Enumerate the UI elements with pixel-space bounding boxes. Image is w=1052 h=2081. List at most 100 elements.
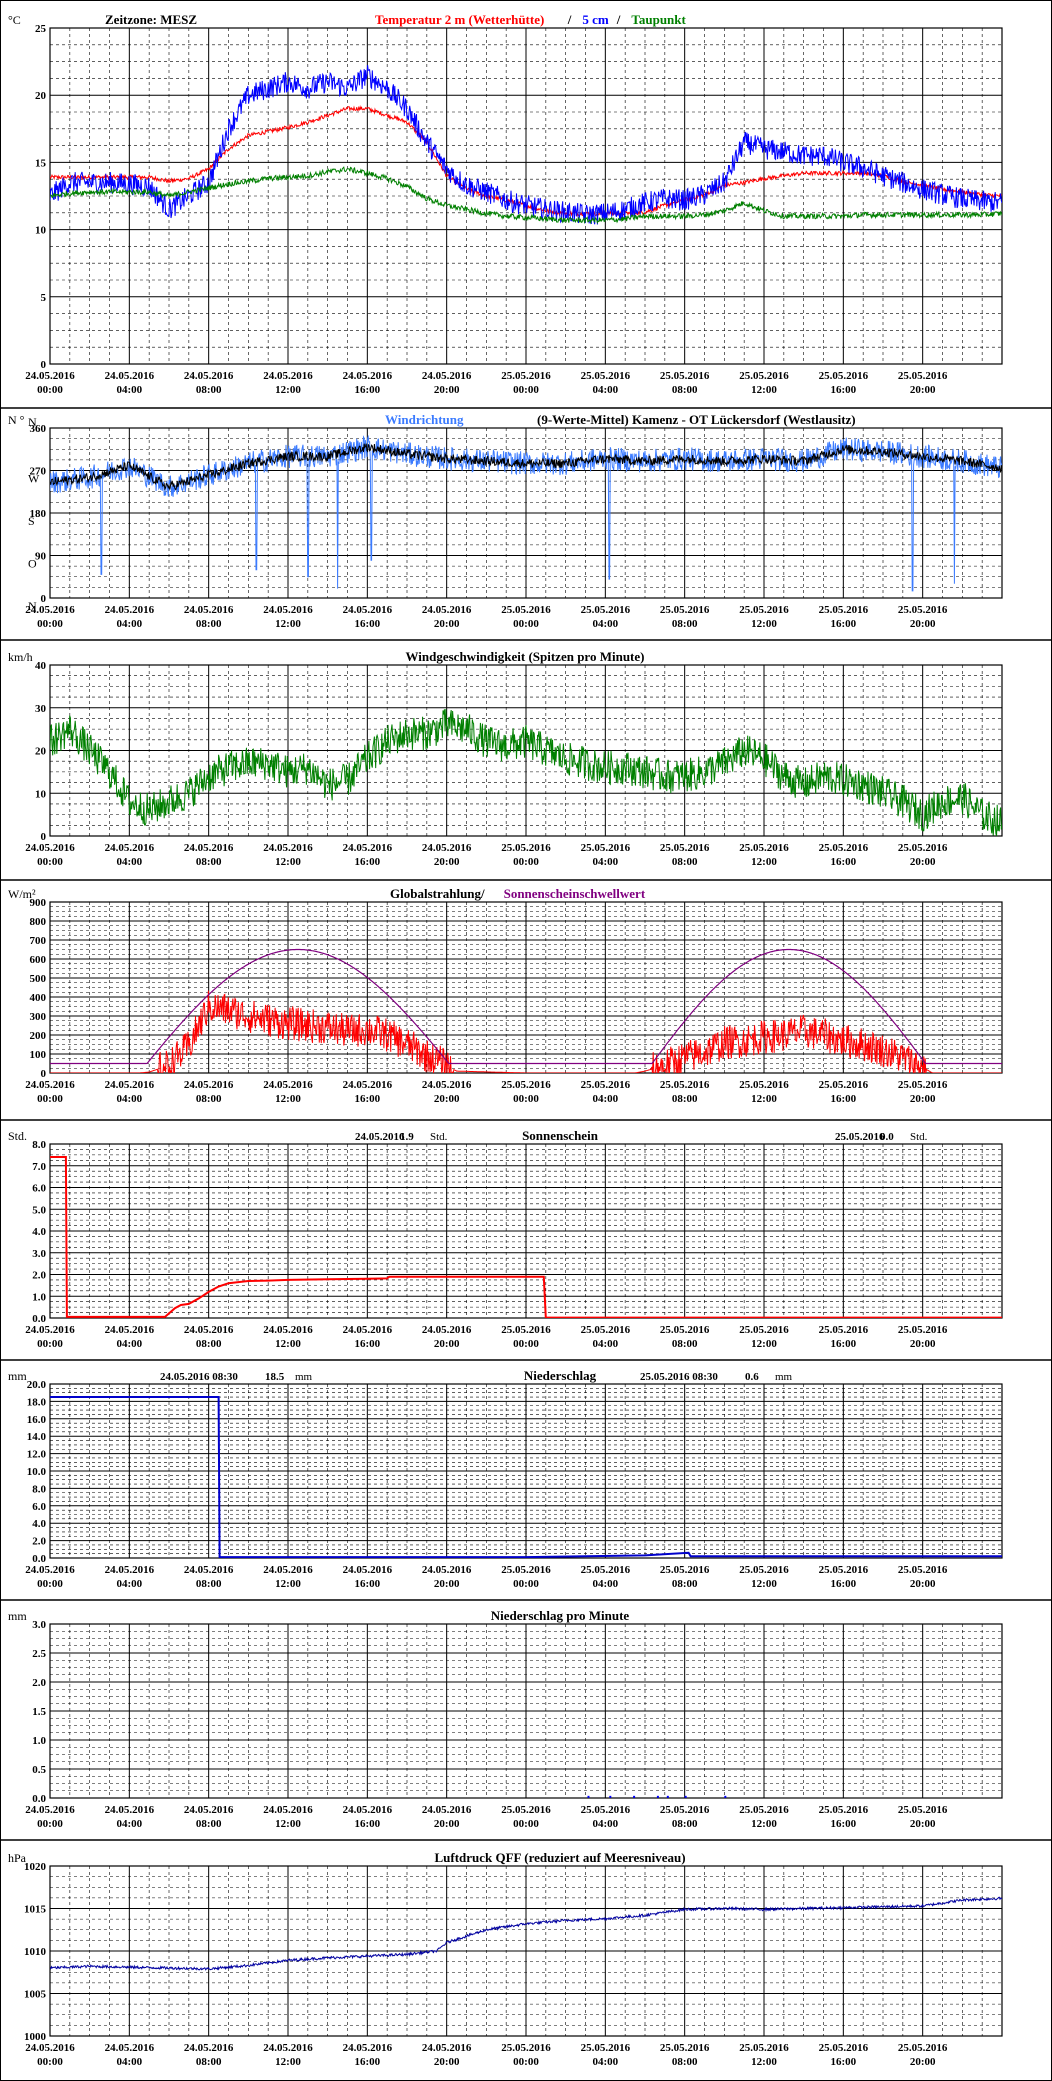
wind-speed-unit-label: km/h: [8, 650, 33, 664]
sunshine-x-tick-date: 24.05.2016: [422, 1324, 472, 1336]
sunshine-title: Sonnenschein: [522, 1128, 599, 1143]
precipitation-per-minute-x-tick-date: 25.05.2016: [581, 1804, 631, 1816]
sunshine-y-tick: 6.0: [32, 1183, 46, 1195]
wind-direction-x-tick-time: 08:00: [196, 618, 222, 630]
precipitation-summary-value: 18.5: [265, 1371, 285, 1383]
precipitation-per-minute-x-tick-date: 24.05.2016: [422, 1804, 472, 1816]
precipitation-x-tick-time: 12:00: [275, 1578, 301, 1590]
wind-speed-x-tick-time: 00:00: [37, 856, 63, 868]
sunshine-x-tick-date: 25.05.2016: [581, 1324, 631, 1336]
wind-direction-title-part: Kamenz - OT Lückersdorf (Westlausitz): [632, 412, 856, 427]
precipitation-per-minute-bar: [609, 1795, 612, 1798]
global-radiation-x-tick-time: 12:00: [751, 1093, 777, 1105]
temperature-x-tick-time: 12:00: [275, 384, 301, 396]
temperature-x-tick-date: 24.05.2016: [105, 370, 155, 382]
sunshine-summary-unit: Std.: [910, 1131, 928, 1143]
precipitation-per-minute-bar: [587, 1795, 590, 1798]
sunshine-x-tick-date: 24.05.2016: [343, 1324, 393, 1336]
precipitation-per-minute-plot-frame: [49, 1623, 1003, 1799]
temperature-x-tick-time: 08:00: [196, 384, 222, 396]
precipitation-per-minute-y-tick: 0.0: [32, 1793, 46, 1805]
precipitation-summary-unit: mm: [775, 1371, 793, 1383]
precipitation-x-tick-date: 24.05.2016: [105, 1564, 155, 1576]
global-radiation-title-part: Globalstrahlung/: [390, 886, 485, 901]
wind-speed-x-tick-time: 16:00: [354, 856, 380, 868]
temperature-y-tick: 0: [41, 359, 47, 371]
precipitation-per-minute-x-tick-date: 25.05.2016: [819, 1804, 869, 1816]
precipitation-per-minute-x-tick-time: 12:00: [275, 1818, 301, 1830]
wind-direction-x-tick-date: 25.05.2016: [739, 604, 789, 616]
wind-direction-x-tick-time: 20:00: [910, 618, 936, 630]
global-radiation-x-tick-date: 24.05.2016: [184, 1079, 234, 1091]
wind-speed-title: Windgeschwindigkeit (Spitzen pro Minute): [406, 649, 645, 664]
air-pressure-x-tick-date: 25.05.2016: [898, 2042, 948, 2054]
precipitation-x-tick-date: 24.05.2016: [422, 1564, 472, 1576]
air-pressure-x-tick-time: 04:00: [116, 2056, 142, 2068]
temperature-timezone-label: Zeitzone: MESZ: [105, 12, 197, 27]
air-pressure-x-tick-date: 25.05.2016: [660, 2042, 710, 2054]
precipitation-unit-label: mm: [8, 1369, 27, 1383]
precipitation-y-tick: 20.0: [27, 1379, 47, 1391]
precipitation-y-tick: 10.0: [27, 1466, 47, 1478]
temperature-x-tick-date: 25.05.2016: [501, 370, 551, 382]
precipitation-per-minute-y-tick: 2.5: [32, 1648, 46, 1660]
precipitation-x-tick-time: 08:00: [196, 1578, 222, 1590]
air-pressure-y-tick: 1015: [24, 1904, 47, 1916]
temperature-x-tick-time: 04:00: [116, 384, 142, 396]
wind-speed-x-tick-time: 08:00: [196, 856, 222, 868]
wind-speed-x-tick-time: 08:00: [672, 856, 698, 868]
precipitation-x-tick-time: 20:00: [434, 1578, 460, 1590]
sunshine-x-tick-time: 12:00: [275, 1338, 301, 1350]
wind-direction-title-part: Windrichtung: [385, 412, 464, 427]
precipitation-x-tick-date: 25.05.2016: [501, 1564, 551, 1576]
wind-direction-x-tick-time: 00:00: [513, 618, 539, 630]
precipitation-per-minute-x-tick-time: 08:00: [672, 1818, 698, 1830]
precipitation-per-minute-x-tick-time: 20:00: [434, 1818, 460, 1830]
global-radiation-title-part: Sonnenscheinschwellwert: [504, 886, 646, 901]
precipitation-per-minute-panel: 0.0 0.5 1.0 1.5 2.0 2.5 3.0 mm 24.05.2016 00:00 24…: [0, 1608, 1052, 1841]
global-radiation-y-tick: 100: [30, 1049, 47, 1061]
wind-direction-x-tick-time: 04:00: [116, 618, 142, 630]
global-radiation-x-tick-time: 20:00: [434, 1093, 460, 1105]
precipitation-per-minute-y-tick: 1.0: [32, 1735, 46, 1747]
global-radiation-x-tick-time: 16:00: [830, 1093, 856, 1105]
wind-direction-series-line: [50, 443, 1002, 491]
precipitation-per-minute-x-tick-time: 20:00: [910, 1818, 936, 1830]
wind-direction-y-tick: 180: [30, 508, 47, 520]
global-radiation-y-tick: 0: [41, 1068, 47, 1080]
precipitation-x-tick-date: 24.05.2016: [263, 1564, 313, 1576]
global-radiation-x-tick-date: 25.05.2016: [660, 1079, 710, 1091]
temperature-y-tick: 20: [35, 90, 47, 102]
precipitation-x-tick-time: 20:00: [910, 1578, 936, 1590]
precipitation-y-tick: 8.0: [32, 1483, 46, 1495]
precipitation-per-minute-bar: [633, 1795, 636, 1798]
global-radiation-x-tick-time: 08:00: [672, 1093, 698, 1105]
precipitation-summary-value: 0.6: [745, 1371, 759, 1383]
sunshine-x-tick-date: 24.05.2016: [263, 1324, 313, 1336]
wind-direction-x-tick-date: 25.05.2016: [501, 604, 551, 616]
wind-direction-x-tick-date: 24.05.2016: [343, 604, 393, 616]
wind-speed-x-tick-date: 24.05.2016: [343, 842, 393, 854]
precipitation-summary-date: 24.05.2016 08:30: [160, 1371, 238, 1383]
wind-direction-compass-label: W: [28, 472, 40, 486]
precipitation-summary-date: 25.05.2016 08:30: [640, 1371, 718, 1383]
global-radiation-y-tick: 600: [30, 954, 47, 966]
global-radiation-series-line: [50, 948, 1002, 1065]
wind-speed-x-tick-date: 25.05.2016: [660, 842, 710, 854]
wind-speed-y-tick: 40: [35, 660, 47, 672]
wind-direction-x-tick-time: 12:00: [275, 618, 301, 630]
wind-direction-x-tick-time: 16:00: [354, 618, 380, 630]
wind-direction-y-tick: 270: [30, 466, 47, 478]
temperature-x-tick-time: 00:00: [513, 384, 539, 396]
wind-direction-x-tick-date: 25.05.2016: [819, 604, 869, 616]
temperature-x-tick-date: 24.05.2016: [25, 370, 75, 382]
precipitation-per-minute-x-tick-time: 08:00: [196, 1818, 222, 1830]
wind-direction-y-tick: 0: [41, 593, 47, 605]
wind-direction-x-tick-time: 08:00: [672, 618, 698, 630]
sunshine-x-tick-time: 12:00: [751, 1338, 777, 1350]
global-radiation-unit-label: W/m²: [8, 887, 36, 901]
sunshine-x-tick-time: 08:00: [196, 1338, 222, 1350]
wind-speed-x-tick-time: 20:00: [910, 856, 936, 868]
